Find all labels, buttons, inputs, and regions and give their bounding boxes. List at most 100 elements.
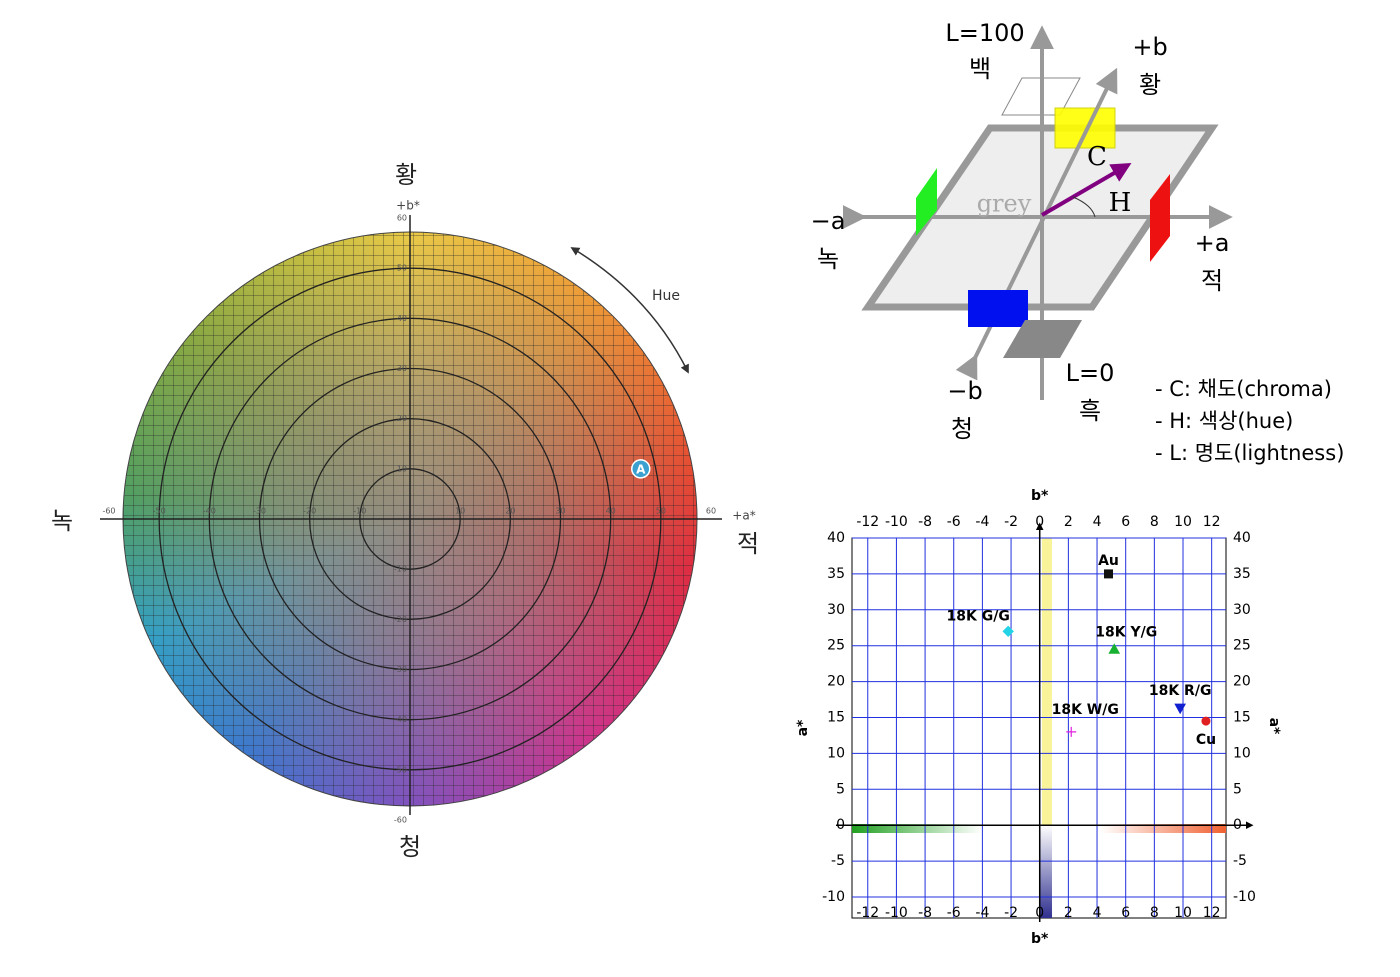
a-tick-label: -60 xyxy=(102,507,115,516)
b-tick-label: 40 xyxy=(397,314,407,323)
y-tick-label: -10 xyxy=(1233,889,1256,905)
b-tick-label: 30 xyxy=(397,364,407,373)
b-tick-label: -10 xyxy=(394,565,407,574)
a-tick-label: -10 xyxy=(353,507,366,516)
wheel-right-label: 적 xyxy=(737,530,759,558)
legend-line: - L: 명도(lightness) xyxy=(1155,441,1344,465)
b-tick-label: -60 xyxy=(394,816,407,825)
green-plane xyxy=(916,168,937,236)
y-tick-label: 30 xyxy=(827,602,845,618)
b-tick-label: 50 xyxy=(397,264,407,273)
y-tick-label: 5 xyxy=(836,781,845,797)
point-label: 18K Y/G xyxy=(1095,624,1157,640)
x-tick-label: 4 xyxy=(1093,905,1102,921)
y-tick-label: -10 xyxy=(822,889,845,905)
red-strip xyxy=(1100,824,1226,833)
y-tick-label: -5 xyxy=(831,853,845,869)
diagram-label: 녹 xyxy=(817,245,839,273)
x-tick-label: 6 xyxy=(1121,514,1130,530)
a-axis-label: +a* xyxy=(732,509,755,523)
diagram-label: L=0 xyxy=(1066,359,1115,387)
color-wheel-overlay: 황 청 녹 적 +b* +a* Hue -60 -50 -40 -30 -20 -10 10… xyxy=(51,161,759,861)
green-strip xyxy=(852,824,982,833)
x-tick-label: 12 xyxy=(1203,905,1221,921)
a-tick-label: -50 xyxy=(153,507,166,516)
y-tick-label: 30 xyxy=(1233,602,1251,618)
b-tick-label: 10 xyxy=(397,464,407,473)
y-tick-label: 35 xyxy=(1233,566,1251,582)
diagram-label: grey xyxy=(977,190,1032,218)
x-tick-label: 12 xyxy=(1203,514,1221,530)
diagram-label: 청 xyxy=(951,415,973,443)
wheel-left-label: 녹 xyxy=(51,507,73,535)
hue-angle xyxy=(1072,196,1096,218)
ring xyxy=(258,367,562,671)
diagram-label: −b xyxy=(947,377,982,405)
x-tick-label: -4 xyxy=(975,514,989,530)
blue-strip xyxy=(1040,825,1052,918)
a-tick-label: 50 xyxy=(656,507,666,516)
y-tick-label: 25 xyxy=(1233,638,1251,654)
legend-line: - H: 색상(hue) xyxy=(1155,409,1293,433)
b-tick-label: -20 xyxy=(394,615,407,624)
a-tick-label: 20 xyxy=(505,507,515,516)
point-label: 18K R/G xyxy=(1149,683,1212,699)
legend-line: - C: 채도(chroma) xyxy=(1155,377,1332,401)
diagram-label: +b xyxy=(1132,33,1167,61)
hue-arrow xyxy=(570,247,689,374)
b-tick-label: -50 xyxy=(394,765,407,774)
b-tick-label: 60 xyxy=(397,214,407,223)
point xyxy=(1201,716,1211,726)
y-tick-label: 20 xyxy=(1233,674,1251,690)
x-tick-label: 6 xyxy=(1121,905,1130,921)
x-tick-label: -6 xyxy=(947,514,961,530)
a-tick-label: -30 xyxy=(253,507,266,516)
a-tick-label: 40 xyxy=(606,507,616,516)
hue-label: Hue xyxy=(652,288,680,304)
x-axis-title: b* xyxy=(1031,488,1049,504)
black-plane xyxy=(1003,320,1082,358)
point-label: 18K W/G xyxy=(1052,702,1119,718)
point-a-label: A xyxy=(636,462,646,476)
x-tick-label: -8 xyxy=(918,905,932,921)
a-tick-label: 30 xyxy=(555,507,565,516)
y-tick-label: 15 xyxy=(1233,710,1251,726)
chroma-arrow xyxy=(1040,162,1132,217)
a-tick-label: 10 xyxy=(455,507,465,516)
point-a xyxy=(631,459,651,479)
b-tick-label: 20 xyxy=(397,414,407,423)
diagram-label: 적 xyxy=(1201,267,1223,295)
y-axis-title: a* xyxy=(795,719,811,736)
ring xyxy=(309,418,511,620)
x-tick-label: -10 xyxy=(885,905,908,921)
x-tick-label: 10 xyxy=(1174,514,1192,530)
x-tick-label: 8 xyxy=(1150,905,1159,921)
x-tick-label: 4 xyxy=(1093,514,1102,530)
point xyxy=(1002,625,1014,638)
diagram-label: 황 xyxy=(1139,71,1161,99)
x-tick-label: 0 xyxy=(1035,514,1044,530)
point-label: 18K G/G xyxy=(947,608,1010,624)
red-plane xyxy=(1150,174,1170,262)
y-tick-label: 20 xyxy=(827,674,845,690)
x-tick-label: -12 xyxy=(856,905,879,921)
y-tick-label: 35 xyxy=(827,566,845,582)
y-tick-label: 15 xyxy=(827,710,845,726)
a-tick-label: -20 xyxy=(303,507,316,516)
wheel-bottom-label: 청 xyxy=(399,833,421,861)
x-tick-label: -10 xyxy=(885,514,908,530)
x-tick-label: 2 xyxy=(1064,514,1073,530)
y-tick-label: 40 xyxy=(1233,530,1251,546)
point xyxy=(1108,643,1121,654)
diagram-label: C xyxy=(1087,142,1107,172)
y-tick-label: 40 xyxy=(827,530,845,546)
x-tick-label: -4 xyxy=(975,905,989,921)
y-axis-title: a* xyxy=(1266,718,1282,735)
x-tick-label: -6 xyxy=(947,905,961,921)
x-axis-title: b* xyxy=(1031,931,1049,947)
ring xyxy=(208,317,612,721)
y-tick-label: 25 xyxy=(827,638,845,654)
x-tick-label: -8 xyxy=(918,514,932,530)
b-tick-label: -40 xyxy=(394,715,407,724)
